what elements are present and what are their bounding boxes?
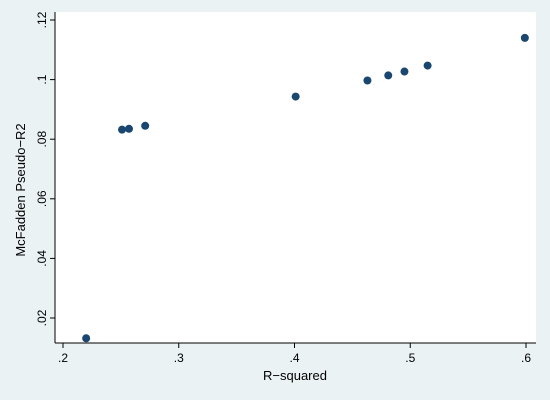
data-point <box>363 76 372 85</box>
data-point <box>291 92 300 101</box>
x-tick-label: .2 <box>58 351 68 365</box>
x-tick-label: .5 <box>405 351 415 365</box>
x-tick-label: .6 <box>521 351 531 365</box>
y-axis-ticks: .02 .04 .06 .08 .1 .12 <box>35 11 55 326</box>
data-point <box>520 33 529 42</box>
x-axis-title: R−squared <box>263 368 327 383</box>
y-tick-label: .06 <box>35 190 49 207</box>
x-tick-label: .4 <box>289 351 299 365</box>
x-axis-ticks: .2 .3 .4 .5 .6 <box>58 343 531 365</box>
x-tick-label: .3 <box>174 351 184 365</box>
data-point <box>141 121 150 130</box>
y-tick-label: .1 <box>35 74 49 84</box>
data-point <box>400 67 409 76</box>
data-point <box>118 125 127 134</box>
y-tick-label: .04 <box>35 250 49 267</box>
data-point <box>384 71 393 80</box>
y-tick-label: .08 <box>35 131 49 148</box>
y-tick-label: .12 <box>35 11 49 28</box>
plot-area <box>55 12 536 343</box>
data-point <box>423 61 432 70</box>
y-axis-title: McFadden Pseudo−R2 <box>13 123 28 256</box>
y-tick-label: .02 <box>35 309 49 326</box>
data-points <box>82 33 529 343</box>
data-point <box>124 124 133 133</box>
data-point <box>82 334 91 343</box>
